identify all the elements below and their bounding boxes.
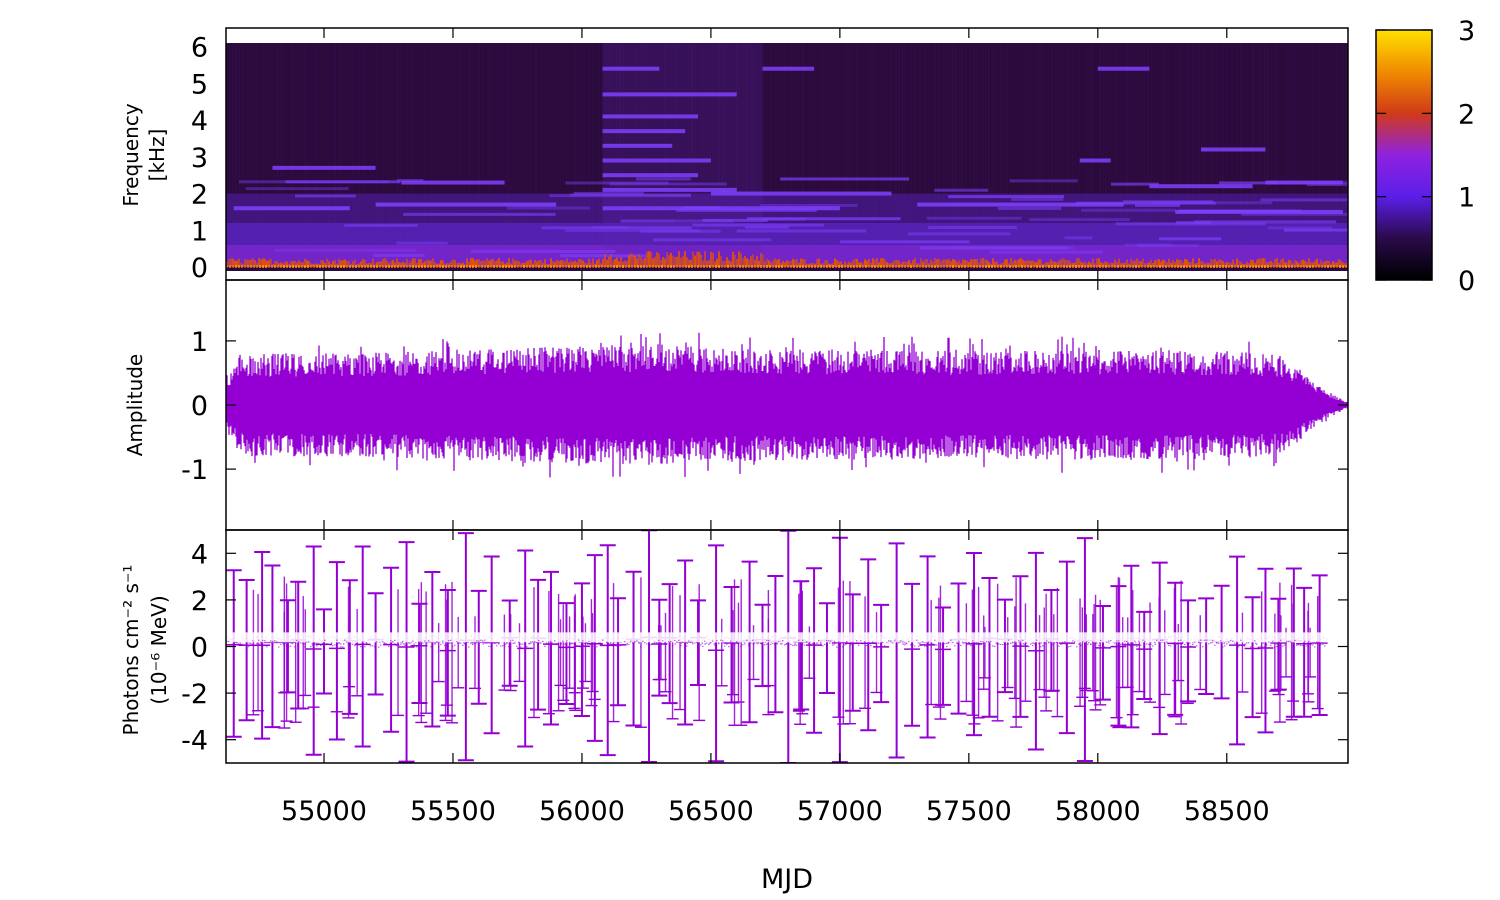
flux-errorbar xyxy=(398,541,415,763)
flux-y-ticks: -4 -2 0 2 4 xyxy=(181,539,1348,757)
x-tick-label: 58500 xyxy=(1184,796,1270,827)
spectrogram-image xyxy=(226,28,1348,280)
x-tick-label: 56000 xyxy=(539,796,625,827)
flux-errorbar xyxy=(470,589,487,705)
flux-errorbar xyxy=(1311,574,1328,716)
colorbar-tick-label: 1 xyxy=(1458,183,1475,214)
spectrogram-panel: 0 1 2 3 4 5 6 Frequency [kHz] xyxy=(119,28,1348,284)
x-tick-label: 57000 xyxy=(797,796,883,827)
flux-errorbar xyxy=(625,570,642,727)
flux-errorbar xyxy=(254,551,271,740)
flux-errorbar xyxy=(483,555,500,735)
flux-y-label: Photons cm⁻² s⁻¹ (10⁻⁶ MeV) xyxy=(119,565,171,736)
flux-errorbar xyxy=(1058,560,1075,735)
flux-errorbar xyxy=(873,603,890,704)
spectrogram-y-label: Frequency [kHz] xyxy=(119,103,169,206)
spec-y-label-line: [kHz] xyxy=(145,129,169,182)
spec-y-tick-label: 6 xyxy=(191,33,208,64)
flux-y-label-line: Photons cm⁻² s⁻¹ xyxy=(119,565,143,736)
waveform-y-ticks: -1 0 1 xyxy=(181,327,1348,486)
flux-errorbar xyxy=(439,589,456,717)
colorbar-tick-label: 2 xyxy=(1458,99,1475,130)
colorbar-tick-label: 0 xyxy=(1458,266,1475,297)
flux-errorbar xyxy=(888,542,905,759)
x-axis-ticks: 55000 55500 56000 56500 57000 57500 58000 58500 xyxy=(281,28,1270,827)
flux-errorbar xyxy=(844,593,861,712)
flux-errorbar xyxy=(1229,555,1246,746)
spec-y-tick-label: 5 xyxy=(191,69,208,100)
flux-errorbar xyxy=(1027,551,1044,751)
colorbar-ticks: 0 1 2 3 xyxy=(1376,16,1475,297)
colorbar-gradient xyxy=(1375,29,1433,281)
flux-errorbar xyxy=(1257,567,1274,734)
flux-errorbar xyxy=(411,602,428,704)
flux-errorbar xyxy=(517,549,534,748)
spec-y-label-line: Frequency xyxy=(119,103,143,206)
x-tick-label: 55500 xyxy=(410,796,496,827)
flux-errorbar xyxy=(904,582,921,727)
flux-errorbar xyxy=(542,570,559,726)
spec-y-tick-label: 0 xyxy=(191,253,208,284)
flux-errorbar xyxy=(279,599,296,694)
flux-errorbar xyxy=(818,602,835,695)
flux-y-tick-label: -4 xyxy=(181,726,208,757)
flux-errorbar xyxy=(316,608,333,695)
flux-errorbar xyxy=(573,582,590,718)
flux-y-label-line: (10⁻⁶ MeV) xyxy=(147,595,171,704)
flux-errorbar xyxy=(383,566,400,733)
panel-frames xyxy=(225,27,1349,764)
amp-y-tick-label: 1 xyxy=(191,327,208,358)
x-axis-label: MJD xyxy=(761,864,813,895)
flux-errorbar xyxy=(457,532,474,762)
flux-y-tick-label: -2 xyxy=(181,679,208,710)
spec-y-tick-label: 3 xyxy=(191,143,208,174)
flux-errorbar xyxy=(996,598,1013,694)
colorbar: 0 1 2 3 xyxy=(1375,16,1475,297)
flux-errorbar xyxy=(919,555,936,739)
flux-errorbar xyxy=(806,567,823,734)
amp-y-tick-label: -1 xyxy=(181,455,208,486)
x-tick-label: 58000 xyxy=(1055,796,1141,827)
flux-errorbar xyxy=(860,558,877,732)
flux-errorbar xyxy=(238,579,255,722)
flux-errorbar xyxy=(1244,596,1261,719)
amp-y-tick-label: 0 xyxy=(191,391,208,422)
spectrogram-y-ticks: 0 1 2 3 4 5 6 xyxy=(191,33,208,284)
x-tick-label: 56500 xyxy=(668,796,754,827)
waveform-panel: -1 0 1 Amplitude xyxy=(123,327,1348,486)
waveform-line xyxy=(226,332,1348,478)
spec-y-tick-label: 1 xyxy=(191,216,208,247)
flux-errorbar xyxy=(1285,567,1302,718)
flux-errorbar xyxy=(1094,604,1111,701)
flux-errorbar xyxy=(264,564,281,729)
flux-errorbars xyxy=(226,530,1348,763)
x-tick-label: 55000 xyxy=(281,796,367,827)
flux-panel: -4 -2 0 2 4 Photons cm⁻² s⁻¹ (10⁻⁶ MeV) xyxy=(119,530,1348,763)
colorbar-tick-label: 3 xyxy=(1458,16,1475,47)
flux-errorbar xyxy=(226,569,242,738)
spec-y-tick-label: 4 xyxy=(191,106,208,137)
x-tick-label: 57500 xyxy=(926,796,1012,827)
waveform-y-label: Amplitude xyxy=(123,354,147,457)
spec-y-tick-label: 2 xyxy=(191,180,208,211)
flux-errorbar xyxy=(950,582,967,715)
flux-errorbar xyxy=(935,606,952,706)
flux-y-tick-label: 0 xyxy=(191,633,208,664)
flux-errorbar xyxy=(780,530,797,763)
flux-errorbar xyxy=(610,597,627,707)
flux-errorbar xyxy=(831,536,848,763)
flux-errorbar xyxy=(1296,586,1313,718)
flux-y-tick-label: 4 xyxy=(191,539,208,570)
flux-y-tick-label: 2 xyxy=(191,586,208,617)
